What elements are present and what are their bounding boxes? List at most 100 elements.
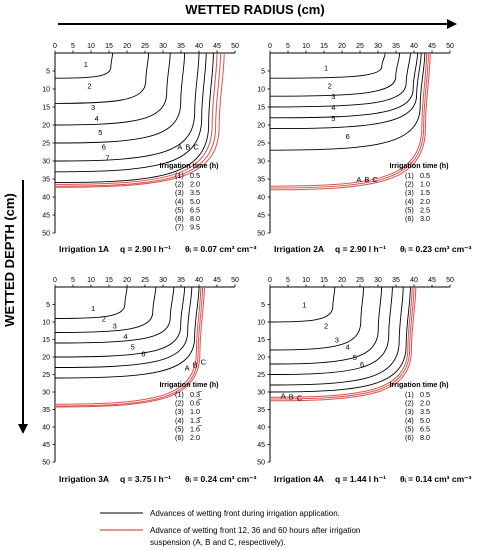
y-tick-label: 15: [42, 337, 50, 344]
table-value: 1.6̅: [190, 424, 203, 433]
legend-red-text-1: Advance of wetting front 12, 36 and 60 h…: [150, 526, 360, 535]
front-curve-1: [269, 52, 386, 79]
x-tick-label: 15: [105, 43, 113, 50]
after-label: C: [372, 175, 378, 184]
y-title: WETTED DEPTH (cm): [2, 193, 17, 327]
front-curve-7: [54, 52, 214, 184]
table-value: 2.0: [420, 399, 430, 408]
y-tick-label: 40: [257, 425, 265, 432]
panel-caption-theta: θᵢ = 0.23 cm³ cm⁻³: [400, 244, 472, 254]
panel-caption-name: Irrigation 4A: [274, 474, 324, 484]
panel-caption-theta: θᵢ = 0.24 cm³ cm⁻³: [185, 474, 257, 484]
after-label: A: [177, 143, 182, 152]
after-label: B: [364, 175, 369, 184]
front-curve-2: [269, 286, 365, 351]
table-index: (3): [175, 188, 184, 197]
table-value: 0.3̅: [190, 390, 203, 399]
x-tick-label: 5: [286, 277, 290, 284]
x-tick-label: 25: [141, 277, 149, 284]
after-label: B: [185, 143, 190, 152]
table-value: 9.5: [190, 223, 200, 232]
curve-label: 3: [331, 92, 335, 101]
x-tick-label: 35: [392, 43, 400, 50]
table-value: 0.5: [190, 171, 200, 180]
y-tick-label: 35: [257, 177, 265, 184]
y-tick-label: 45: [257, 442, 265, 449]
table-value: 8.0: [420, 433, 430, 442]
y-tick-label: 15: [257, 337, 265, 344]
x-tick-label: 10: [302, 277, 310, 284]
table-index: (3): [405, 188, 414, 197]
front-curve-5: [54, 52, 200, 162]
panel-caption-q: q = 2.90 l h⁻¹: [120, 244, 171, 254]
after-label: C: [201, 358, 207, 367]
after-curve-A: [269, 52, 428, 187]
curve-label: 5: [131, 343, 135, 352]
x-tick-label: 45: [428, 43, 436, 50]
x-tick-label: 10: [87, 43, 95, 50]
y-tick-label: 40: [42, 425, 50, 432]
x-tick-label: 35: [177, 43, 185, 50]
y-tick-label: 50: [257, 460, 265, 467]
y-tick-label: 50: [257, 231, 265, 238]
y-tick-label: 20: [257, 355, 265, 362]
x-tick-label: 5: [286, 43, 290, 50]
y-tick-label: 20: [42, 355, 50, 362]
after-curve-B: [54, 52, 222, 187]
after-curve-B: [269, 286, 415, 400]
y-tick-label: 25: [42, 372, 50, 379]
table-index: (1): [175, 390, 184, 399]
x-tick-label: 40: [410, 43, 418, 50]
x-tick-label: 40: [195, 277, 203, 284]
y-tick-label: 30: [257, 159, 265, 166]
x-title: WETTED RADIUS (cm): [185, 2, 324, 17]
after-label: B: [289, 393, 294, 402]
y-tick-label: 35: [42, 177, 50, 184]
x-tick-label: 40: [195, 43, 203, 50]
table-index: (3): [405, 407, 414, 416]
panel-caption-name: Irrigation 2A: [274, 244, 324, 254]
front-curve-3: [54, 286, 175, 344]
front-curve-1: [54, 52, 114, 79]
front-curve-2: [54, 286, 157, 333]
table-index: (2): [405, 399, 414, 408]
curve-label: 1: [84, 60, 88, 69]
x-tick-label: 35: [392, 277, 400, 284]
y-tick-label: 40: [257, 195, 265, 202]
table-index: (4): [405, 416, 414, 425]
curve-label: 4: [123, 332, 127, 341]
table-index: (4): [175, 197, 184, 206]
front-curve-4: [54, 52, 186, 144]
table-index: (6): [405, 214, 414, 223]
curve-label: 6: [141, 350, 145, 359]
panel-4A: 0 5 10 15 20 25 30 35 40 45 5051015202530354045501…: [257, 277, 471, 484]
after-curve-C: [54, 52, 225, 188]
front-curve-5: [269, 286, 404, 386]
x-tick-label: 30: [159, 43, 167, 50]
x-tick-label: 25: [141, 43, 149, 50]
after-label: B: [193, 361, 198, 370]
front-curve-6: [54, 52, 207, 173]
table-value: 3.5: [190, 188, 200, 197]
table-index: (5): [175, 205, 184, 214]
curve-label: 4: [331, 103, 335, 112]
after-curve-A: [269, 286, 413, 398]
front-curve-1: [269, 286, 336, 323]
table-index: (1): [405, 171, 414, 180]
y-tick-label: 50: [42, 460, 50, 467]
y-tick-label: 15: [257, 105, 265, 112]
after-curve-B: [54, 286, 204, 407]
panels: 0 5 10 15 20 25 30 35 40 45 5051015202530354045501…: [42, 43, 471, 484]
x-tick-label: 15: [105, 277, 113, 284]
table-value: 3.0: [420, 214, 430, 223]
x-tick-label: 15: [320, 43, 328, 50]
y-tick-label: 25: [257, 372, 265, 379]
table-index: (4): [175, 416, 184, 425]
y-tick-label: 20: [42, 123, 50, 130]
y-tick-label: 10: [257, 87, 265, 94]
y-tick-label: 45: [42, 442, 50, 449]
y-tick-label: 5: [46, 302, 50, 309]
x-tick-label: 35: [177, 277, 185, 284]
curve-label: 4: [346, 343, 350, 352]
front-curve-3: [269, 286, 383, 365]
